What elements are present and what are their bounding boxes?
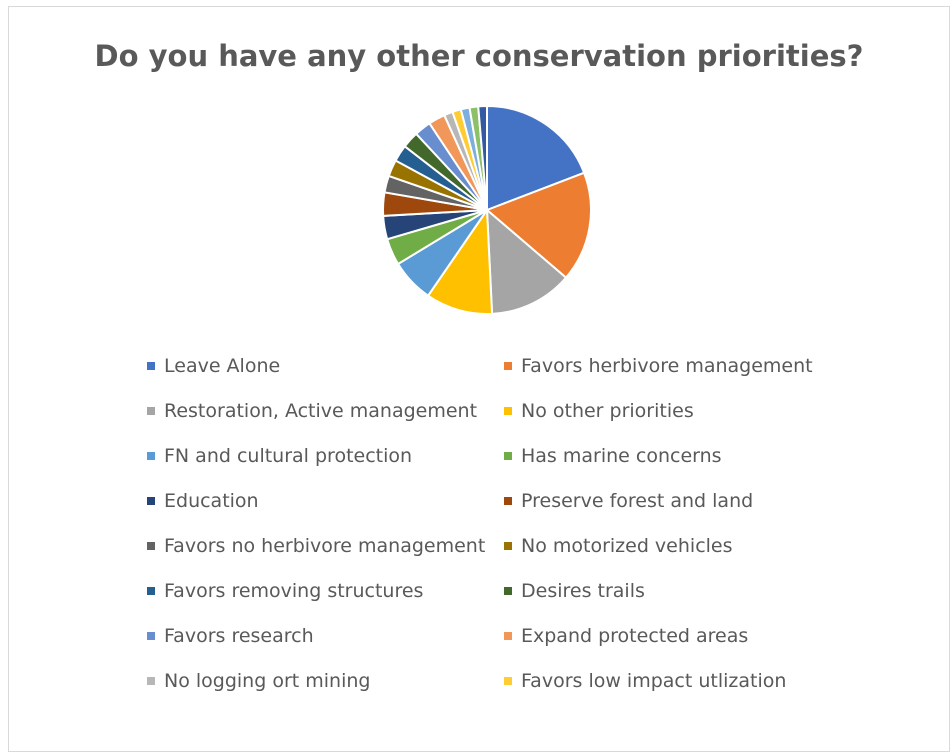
- legend-swatch: [504, 497, 512, 505]
- legend-label: No logging ort mining: [164, 670, 371, 692]
- legend-item: Restoration, Active management: [147, 400, 477, 422]
- legend-item: Expand protected areas: [504, 625, 748, 647]
- legend-label: Favors research: [164, 625, 314, 647]
- legend-item: No motorized vehicles: [504, 535, 733, 557]
- legend-swatch: [504, 632, 512, 640]
- legend-swatch: [504, 542, 512, 550]
- pie-slice-0: [486, 104, 586, 212]
- legend-swatch: [147, 452, 155, 460]
- legend-item: Education: [147, 490, 259, 512]
- legend-item: Leave Alone: [147, 355, 280, 377]
- legend-label: Leave Alone: [164, 355, 281, 377]
- pie-slice-2: [485, 207, 568, 315]
- legend-swatch: [504, 677, 512, 685]
- legend-swatch: [147, 407, 155, 415]
- chart-title: Do you have any other conservation prior…: [94, 39, 864, 73]
- legend-label: No motorized vehicles: [521, 535, 733, 557]
- legend-label: Favors low impact utlization: [521, 670, 787, 692]
- legend-item: Preserve forest and land: [504, 490, 753, 512]
- legend-label: Desires trails: [521, 580, 645, 602]
- legend-item: No other priorities: [504, 400, 694, 422]
- legend-label: No other priorities: [521, 400, 694, 422]
- legend-label: Education: [164, 490, 259, 512]
- legend-swatch: [147, 632, 155, 640]
- legend-label: FN and cultural protection: [164, 445, 413, 467]
- legend-swatch: [504, 587, 512, 595]
- legend-label: Has marine concerns: [521, 445, 722, 467]
- legend-swatch: [504, 452, 512, 460]
- legend-swatch: [147, 362, 155, 370]
- legend-item: No logging ort mining: [147, 670, 370, 692]
- pie-chart: [382, 104, 592, 315]
- legend-label: Restoration, Active management: [164, 400, 478, 422]
- legend-item: Favors no herbivore management: [147, 535, 485, 557]
- legend-item: Favors research: [147, 625, 314, 647]
- legend-swatch: [147, 497, 155, 505]
- legend-label: Expand protected areas: [521, 625, 749, 647]
- legend-swatch: [147, 587, 155, 595]
- legend-item: Favors low impact utlization: [504, 670, 786, 692]
- legend-swatch: [504, 407, 512, 415]
- pie-slice-18: [477, 104, 488, 211]
- legend-label: Preserve forest and land: [521, 490, 754, 512]
- legend-swatch: [147, 542, 155, 550]
- legend-item: Has marine concerns: [504, 445, 722, 467]
- legend-swatch: [147, 677, 155, 685]
- legend-item: FN and cultural protection: [147, 445, 412, 467]
- legend-label: Favors removing structures: [164, 580, 424, 602]
- legend-swatch: [504, 362, 512, 370]
- pie-slice-1: [485, 171, 592, 280]
- legend-label: Favors no herbivore management: [164, 535, 486, 557]
- legend-item: Favors herbivore management: [504, 355, 813, 377]
- chart-frame: Do you have any other conservation prior…: [8, 6, 950, 752]
- legend-label: Favors herbivore management: [521, 355, 813, 377]
- legend-item: Desires trails: [504, 580, 645, 602]
- legend-item: Favors removing structures: [147, 580, 423, 602]
